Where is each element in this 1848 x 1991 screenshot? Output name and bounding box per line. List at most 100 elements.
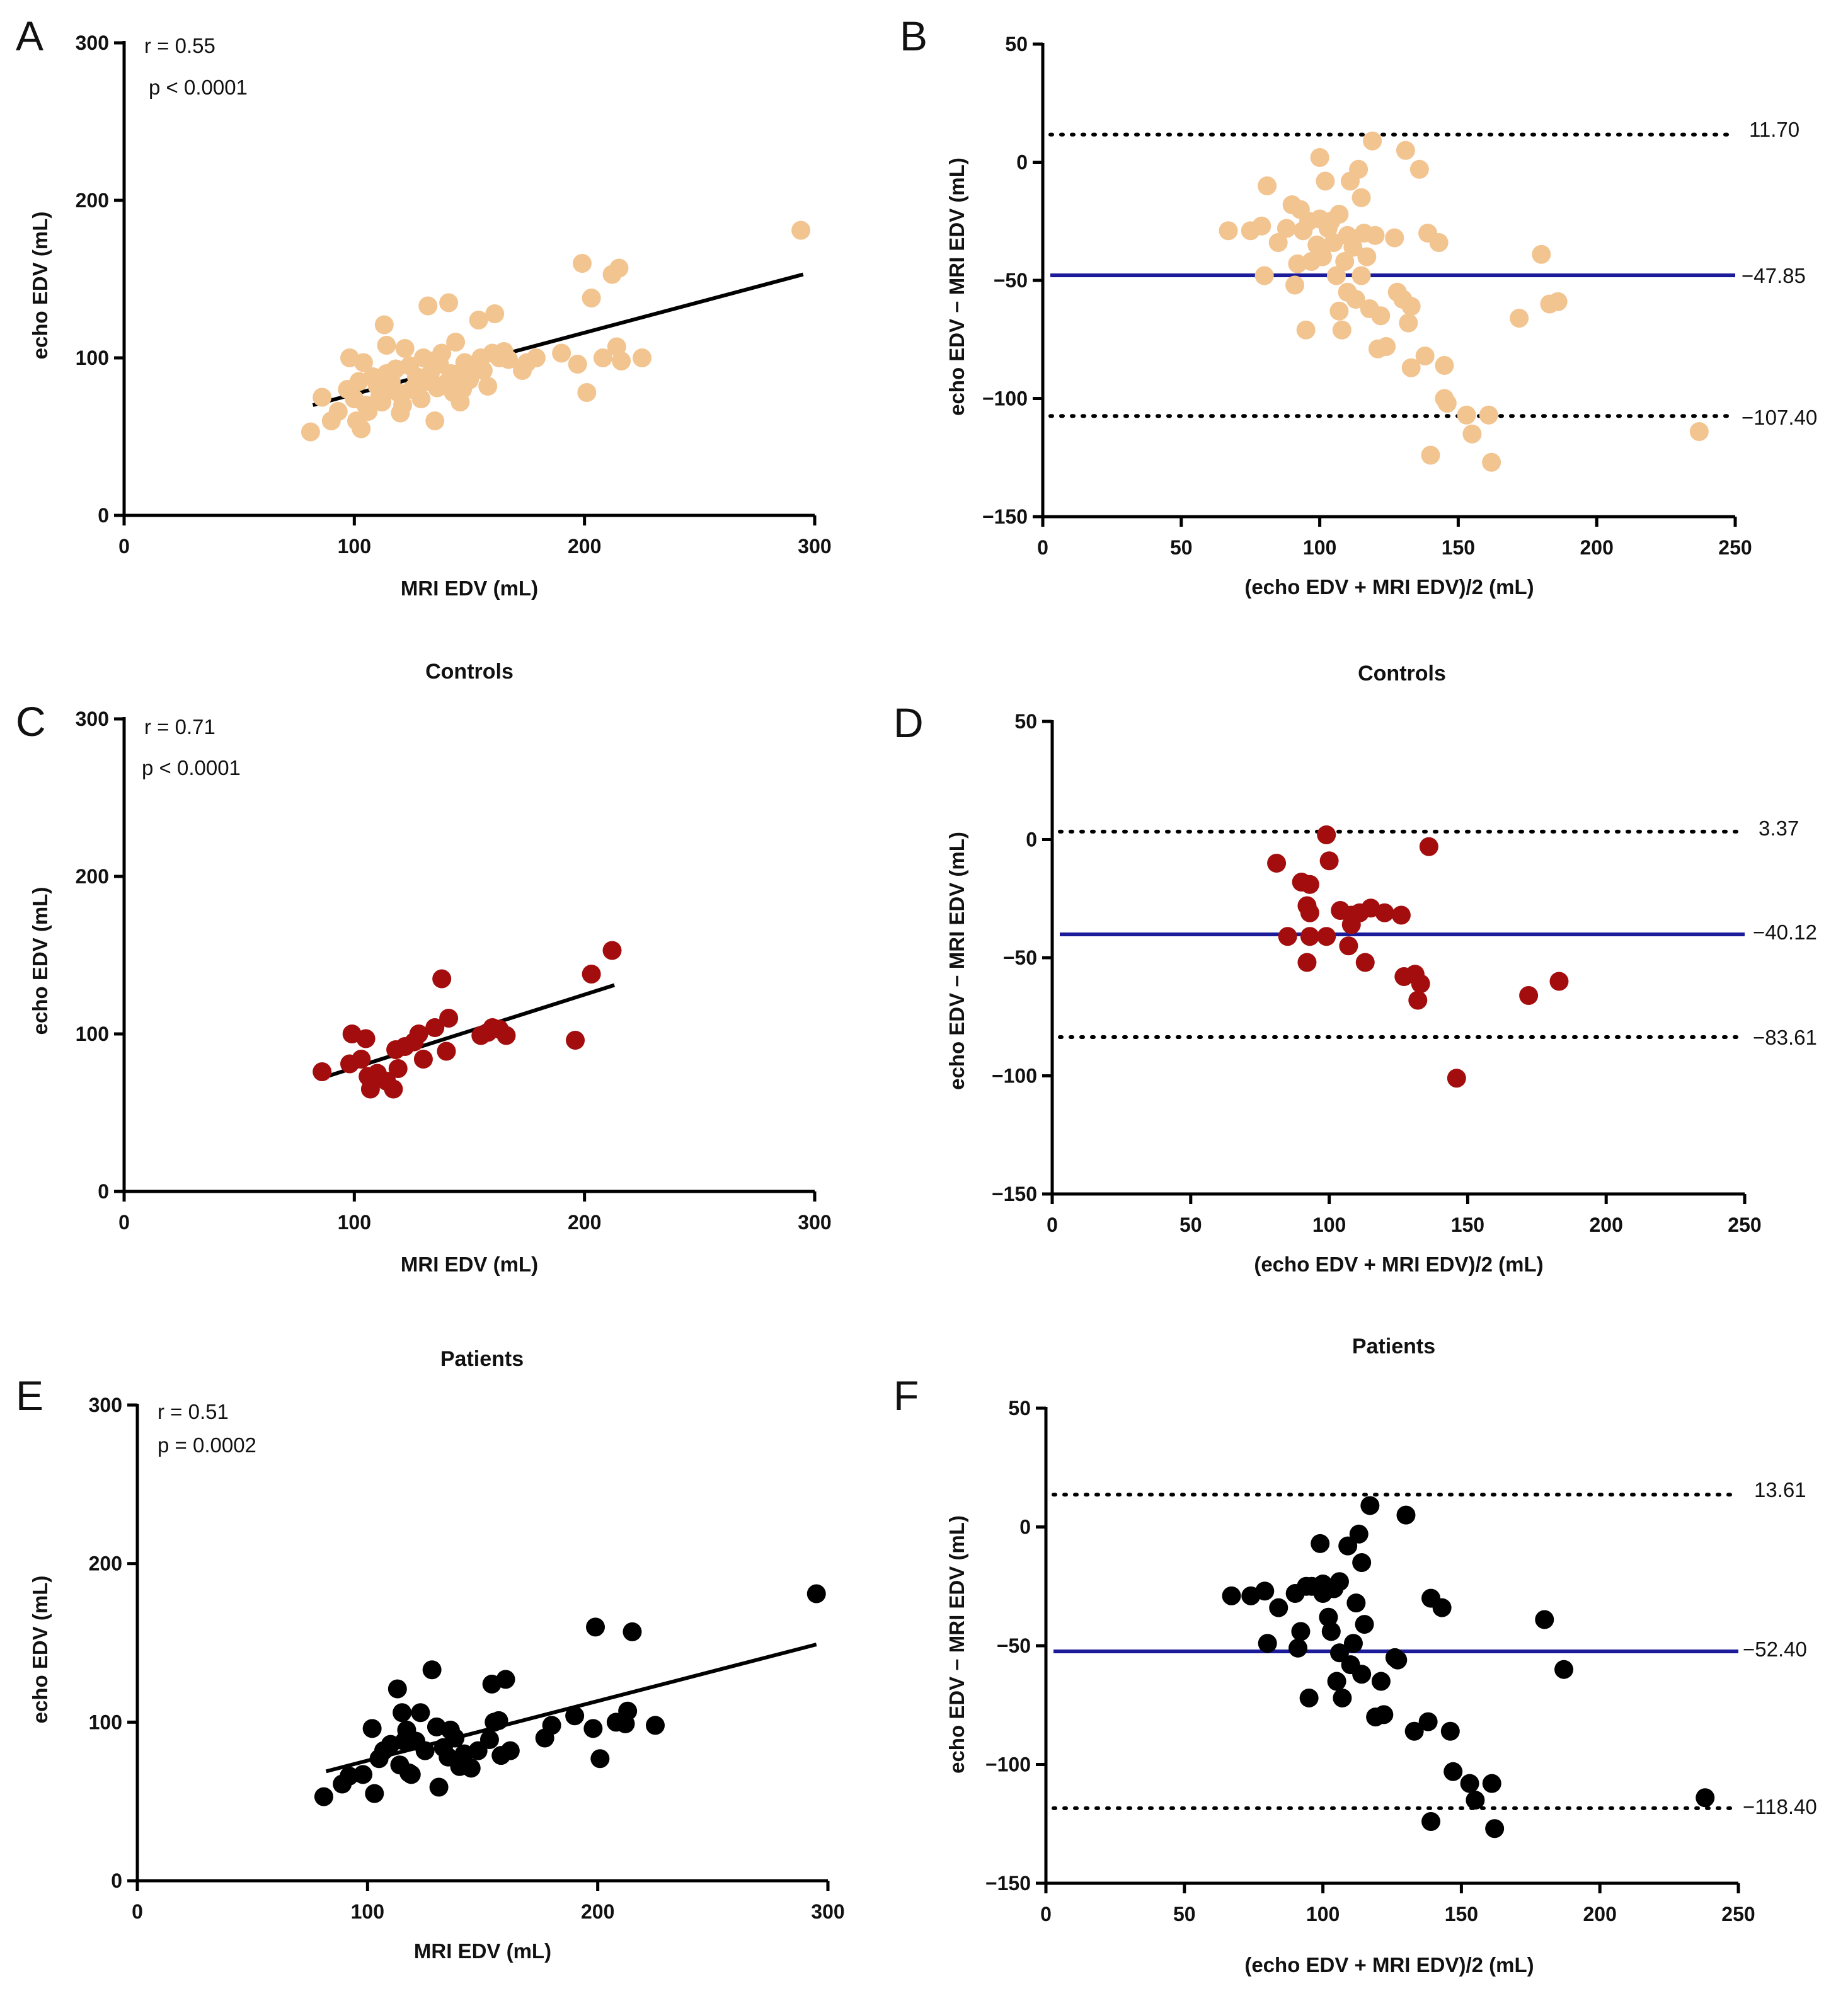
panel-e-data-point [422,1660,442,1680]
panel-e-data-point [496,1670,515,1689]
panel-a-data-point [374,315,394,335]
panel-b-data-point [1377,337,1396,356]
panel-c-title: Controls [425,660,514,684]
panel-a-data-point [607,337,626,357]
panel-b-x-tick-label: 250 [1718,536,1752,559]
panel-b-data-point [1268,233,1288,252]
panel-b-data-point [1254,266,1274,285]
panel-c-data-point [496,1026,516,1045]
panel-b-data-point [1689,422,1709,441]
panel-c-fit [326,983,616,1079]
panel-f-data-point [1554,1660,1574,1679]
panel-e-data-point [583,1719,603,1738]
panel-d-x-tick-label: 50 [1179,1214,1202,1236]
panel-b-y-tick-label: −150 [982,505,1028,528]
panel-a-data-point [439,293,459,313]
panel-d-lower-loa-label: −83.61 [1753,1026,1817,1049]
panel-d-data-point [1319,851,1339,871]
panel-b-ticks: 0 50 100 150 200 250 −150 −100 −50 0 50 [982,33,1752,559]
panel-c-data-point [566,1031,585,1050]
panel-f-y-tick-label: −100 [985,1753,1031,1776]
panel-d-x-tick-label: 0 [1047,1214,1058,1236]
panel-c-y-tick-label: 100 [76,1023,109,1045]
panel-b-data-point [1312,247,1332,267]
panel-f-data-point [1443,1762,1463,1781]
panel-b-data-point [1329,301,1349,321]
panel-c-points [313,941,622,1099]
panel-e-y-label: echo EDV (mL) [28,1576,52,1724]
panel-c-data-point [582,965,601,984]
panel-f-data-point [1288,1638,1308,1658]
panel-d-points [1267,825,1569,1088]
panel-a-data-point [377,336,396,355]
panel-b-data-point [1415,347,1435,365]
panel-e-y-tick-label: 200 [89,1552,122,1575]
panel-f-x-tick-label: 100 [1306,1903,1340,1925]
panel-f-data-point [1418,1712,1438,1731]
panel-b-data-point [1316,171,1335,191]
panel-e-data-point [353,1765,373,1784]
panel-c: C Controls 0 100 200 300 0 100 200 300 r = 0.71… [16,660,832,1276]
panel-f-data-point [1355,1615,1374,1634]
panel-e-data-point [429,1777,449,1797]
panel-a-data-point [573,254,592,273]
panel-f-data-point [1346,1593,1366,1613]
panel-f-data-point [1460,1774,1479,1793]
panel-b-data-point [1365,226,1385,245]
panel-f-data-point [1421,1811,1441,1831]
panel-b-data-point [1510,309,1529,328]
panel-f-data-point [1291,1622,1311,1641]
panel-e-ticks: 0 100 200 300 0 100 200 300 [89,1394,845,1923]
panel-a-data-point [359,402,378,421]
panel-b: B 0 50 100 150 200 250 −150 −100 −50 0 50 11.70 −4… [900,13,1817,599]
panel-letter-f: F [893,1372,919,1419]
panel-e-data-point [445,1728,465,1748]
panel-d-data-point [1549,972,1569,991]
panel-a-data-point [791,221,811,240]
panel-e-data-point [590,1749,610,1769]
panel-b-y-tick-label: 50 [1005,33,1028,55]
panel-c-y-tick-label: 0 [98,1180,109,1203]
panel-c-data-point [413,1050,433,1069]
panel-a-x-tick-label: 300 [798,535,831,558]
panel-c-y-label: echo EDV (mL) [28,887,52,1035]
panel-b-x-tick-label: 150 [1442,536,1475,559]
panel-c-data-point [432,969,452,989]
panel-f-data-point [1222,1586,1241,1605]
panel-b-lower-loa-label: −107.40 [1742,406,1817,429]
panel-a-x-tick-label: 0 [118,535,130,558]
panel-e-r-value: r = 0.51 [158,1400,229,1423]
panel-a-ticks: 0 100 200 300 0 100 200 300 [76,32,832,558]
panel-b-data-point [1532,244,1551,264]
panel-f-data-point [1396,1505,1416,1525]
panel-f-data-point [1352,1553,1372,1573]
panel-b-points [1219,131,1709,472]
panel-a-data-point [478,377,498,396]
panel-c-data-point [384,1079,403,1099]
panel-d-data-point [1297,953,1317,972]
panel-a-y-tick-label: 100 [76,347,109,369]
panel-b-data-point [1219,221,1238,241]
panel-e: E Patients 0 100 200 300 0 100 200 300 r = 0.51… [16,1347,845,1963]
panel-b-x-tick-label: 50 [1170,536,1193,559]
panel-f-x-tick-label: 50 [1173,1903,1196,1925]
panel-letter-e: E [16,1372,43,1419]
panel-a-data-point [328,402,348,421]
panel-d-ticks: 0 50 100 150 200 250 −150 −100 −50 0 50 [992,710,1762,1236]
panel-b-y-tick-label: −100 [982,387,1028,410]
panel-a-data-point [568,355,587,374]
panel-b-data-point [1457,405,1476,425]
panel-f-data-point [1258,1634,1277,1653]
panel-f-data-point [1327,1672,1346,1691]
panel-b-data-point [1310,148,1329,167]
panel-b-data-point [1349,159,1369,179]
panel-b-data-point [1277,219,1296,238]
panel-e-y-tick-label: 300 [89,1394,122,1416]
panel-d-data-point [1419,837,1438,856]
panel-c-data-point [360,1079,380,1099]
panel-a-data-point [485,304,505,323]
panel-b-data-point [1363,131,1382,151]
panel-a-y-tick-label: 300 [76,32,109,54]
panel-e-x-tick-label: 300 [811,1900,844,1923]
panel-e-points [314,1584,826,1806]
